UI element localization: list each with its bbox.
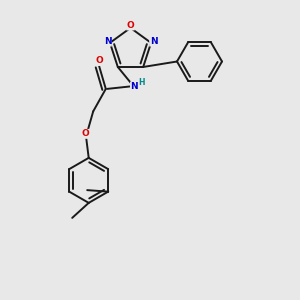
Text: O: O — [127, 21, 134, 30]
Text: O: O — [82, 129, 90, 138]
Text: N: N — [104, 37, 111, 46]
Text: N: N — [130, 82, 138, 91]
Text: H: H — [139, 78, 145, 87]
Text: N: N — [150, 37, 157, 46]
Text: O: O — [95, 56, 103, 65]
